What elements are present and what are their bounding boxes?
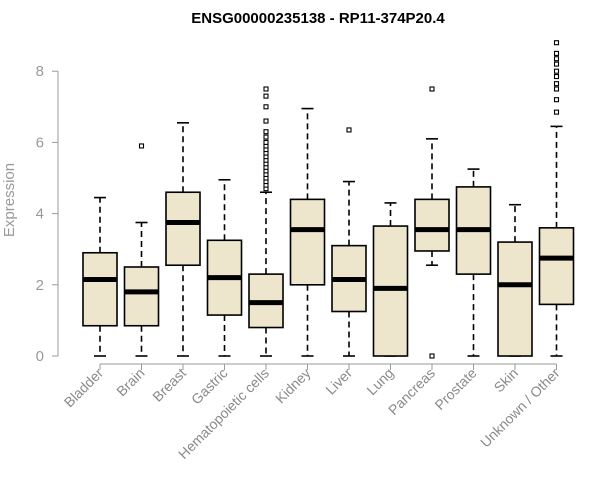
x-tick-label: Lung	[363, 365, 396, 398]
outlier-point	[429, 86, 435, 92]
box-pancreas	[414, 86, 450, 359]
iqr-box	[414, 198, 450, 252]
box-skin	[497, 203, 533, 357]
outlier-point	[553, 73, 560, 80]
iqr-box	[165, 191, 201, 267]
outlier-point	[263, 129, 269, 135]
iqr-box	[289, 198, 326, 286]
outlier-point	[553, 56, 560, 62]
box-unknown-other	[538, 40, 575, 357]
x-tick-label: Prostate	[431, 365, 479, 413]
y-tick-label: 0	[36, 348, 44, 365]
box-kidney	[289, 107, 326, 357]
outlier-point	[553, 81, 560, 87]
outlier-point	[429, 353, 435, 359]
outlier-point	[553, 61, 560, 67]
boxes	[82, 40, 575, 359]
outlier-point	[263, 134, 269, 140]
outlier-point	[263, 139, 269, 145]
y-axis-label: Expression	[1, 163, 18, 237]
box-prostate	[455, 168, 492, 357]
x-tick-label: Brain	[113, 365, 147, 399]
outlier-point	[553, 86, 560, 92]
box-bladder	[82, 196, 118, 357]
iqr-box	[123, 266, 160, 327]
x-tick-label: Bladder	[61, 365, 107, 411]
outlier-point	[553, 50, 560, 56]
box-lung	[372, 202, 409, 357]
y-tick-label: 2	[36, 277, 44, 294]
outlier-point	[263, 93, 269, 99]
outlier-point	[263, 118, 269, 124]
axes: 0 2 4 6 8	[36, 63, 557, 370]
iqr-box	[497, 241, 533, 357]
box-liver	[331, 127, 367, 357]
outlier-point	[138, 143, 145, 149]
x-tick-label: Unknown / Other	[477, 365, 563, 451]
y-tick-label: 6	[36, 134, 44, 151]
x-tick-label: Kidney	[272, 365, 314, 407]
box-hematopoietic-cells	[248, 86, 284, 357]
outlier-point	[553, 109, 560, 115]
iqr-box	[82, 251, 118, 327]
iqr-box	[372, 225, 409, 357]
box-brain	[123, 143, 160, 357]
outlier-point	[553, 97, 560, 103]
chart-title: ENSG00000235138 - RP11-374P20.4	[191, 10, 445, 27]
iqr-box	[538, 227, 575, 306]
outlier-point	[553, 40, 560, 46]
y-tick-label: 8	[36, 63, 44, 80]
box-breast	[165, 122, 201, 357]
y-tick-label: 4	[36, 206, 44, 223]
x-tick-label: Liver	[322, 365, 355, 398]
outlier-point	[553, 68, 560, 74]
x-tick-label: Breast	[149, 365, 189, 405]
outlier-point	[263, 86, 269, 92]
box-gastric	[206, 178, 243, 357]
outlier-point	[263, 104, 269, 110]
outlier-point	[346, 127, 352, 133]
x-tick-label: Skin	[491, 365, 522, 396]
